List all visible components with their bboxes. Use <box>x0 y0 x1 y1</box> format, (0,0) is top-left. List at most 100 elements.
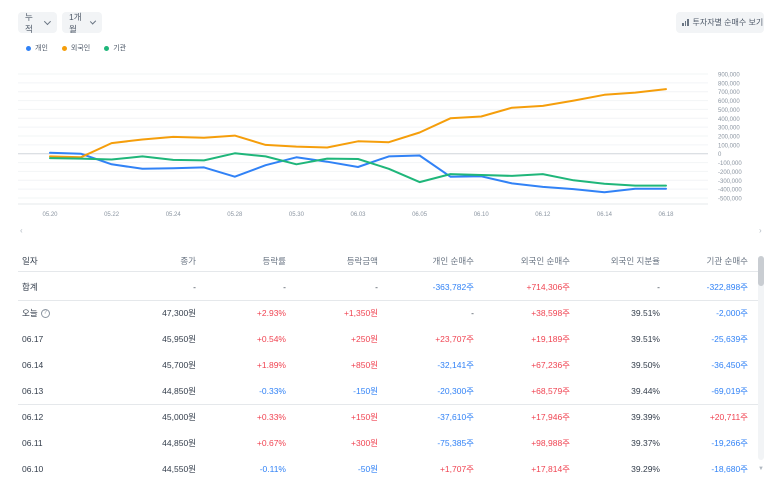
scroll-right-icon[interactable]: › <box>759 226 762 235</box>
scroll-left-icon[interactable]: ‹ <box>20 226 23 235</box>
y-tick-label: 400,000 <box>718 117 740 123</box>
investor-net-buy-button[interactable]: 투자자별 순매수 보기 <box>676 12 764 33</box>
legend-item-foreign: 외국인 <box>61 43 90 53</box>
header-change-amount: 등락금액 <box>346 256 378 266</box>
change-rate-cell: - <box>283 282 286 292</box>
date-label: 06.11 <box>22 438 43 448</box>
x-tick-label: 06.18 <box>658 212 674 218</box>
change-amount-cell: +300원 <box>351 438 378 448</box>
close-cell: 44,550원 <box>162 464 196 474</box>
legend-dot-icon <box>61 45 67 51</box>
individual-net-cell: +1,707주 <box>439 464 474 474</box>
table-scrollbar-thumb[interactable] <box>758 256 764 286</box>
x-tick-label: 06.03 <box>350 212 366 218</box>
table-row: 오늘? 47,300원 +2.93% +1,350원 - +38,598주 39.51% -2… <box>0 300 773 326</box>
header-divider <box>18 271 763 272</box>
total-divider <box>18 300 763 301</box>
y-tick-label: -400,000 <box>718 188 742 194</box>
foreign-net-cell: +17,814주 <box>531 464 570 474</box>
x-tick-label: 06.12 <box>535 212 551 218</box>
date-label: 06.10 <box>22 464 44 474</box>
x-tick-label: 05.24 <box>166 212 182 218</box>
change-rate-cell: +2.93% <box>256 308 286 318</box>
y-tick-label: -500,000 <box>718 197 742 203</box>
header-foreign-net: 외국인 순매수 <box>520 256 570 266</box>
legend-label: 기관 <box>113 45 127 52</box>
date-label: 06.17 <box>22 334 44 344</box>
table-row: 06.13 44,850원 -0.33% -150원 -20,300주 +68,579주 3… <box>0 378 773 404</box>
institution-net-cell: -36,450주 <box>711 360 748 370</box>
chevron-down-icon <box>89 17 97 25</box>
change-amount-cell: -150원 <box>353 386 378 396</box>
chevron-down-icon <box>44 17 52 25</box>
legend-item-individual: 개인 <box>26 43 48 53</box>
y-tick-label: 500,000 <box>718 108 740 114</box>
individual-net-cell: -363,782주 <box>432 282 474 292</box>
header-individual-net: 개인 순매수 <box>432 256 474 266</box>
change-rate-cell: -0.11% <box>259 464 286 474</box>
date-label: 06.13 <box>22 386 44 396</box>
individual-net-cell: -75,385주 <box>437 438 474 448</box>
date-cell: 06.17 <box>22 326 43 352</box>
table-row: 06.17 45,950원 +0.54% +250원 +23,707주 +19,189주 3… <box>0 326 773 352</box>
period-dropdown[interactable]: 누적 <box>18 11 57 34</box>
date-cell: 합계 <box>22 274 38 300</box>
series-line <box>49 152 667 187</box>
help-icon[interactable]: ? <box>40 309 50 319</box>
institution-net-cell: -322,898주 <box>706 282 748 292</box>
legend-label: 개인 <box>35 45 48 52</box>
x-tick-label: 05.22 <box>104 212 120 218</box>
header-foreign-share: 외국인 지분율 <box>610 256 660 266</box>
y-tick-label: 700,000 <box>718 90 740 96</box>
header-close: 종가 <box>180 256 196 266</box>
x-tick-label: 06.14 <box>597 212 613 218</box>
table-scrollbar[interactable] <box>758 256 764 460</box>
change-amount-cell: - <box>375 282 378 292</box>
scroll-down-icon[interactable]: ▼ <box>758 466 764 472</box>
change-amount-cell: +150원 <box>351 412 378 422</box>
foreign-share-cell: 39.29% <box>631 464 660 474</box>
change-rate-cell: +0.67% <box>256 438 286 448</box>
period-dropdown-label: 누적 <box>25 11 33 34</box>
y-tick-label: 0 <box>718 152 722 158</box>
change-rate-cell: +0.33% <box>256 412 286 422</box>
legend-dot-icon <box>26 45 31 51</box>
bar-chart-icon <box>682 19 689 26</box>
y-tick-label: 300,000 <box>718 126 740 132</box>
x-tick-label: 05.30 <box>289 212 305 218</box>
close-cell: 44,850원 <box>162 386 196 396</box>
institution-net-cell: -2,000주 <box>716 308 748 318</box>
individual-net-cell: +23,707주 <box>435 334 474 344</box>
range-dropdown-label: 1개월 <box>69 11 82 34</box>
header-date: 일자 <box>22 256 38 266</box>
close-cell: - <box>193 282 196 292</box>
change-amount-cell: +250원 <box>351 334 378 344</box>
foreign-net-cell: +19,189주 <box>531 334 570 344</box>
x-tick-label: 05.28 <box>227 212 243 218</box>
change-amount-cell: -50원 <box>357 464 378 474</box>
individual-net-cell: -20,300주 <box>437 386 474 396</box>
institution-net-cell: -69,019주 <box>711 386 748 396</box>
y-tick-label: 900,000 <box>718 73 740 79</box>
change-rate-cell: +1.89% <box>256 360 286 370</box>
date-label: 오늘 <box>22 308 38 318</box>
net-buy-line-chart: 900,000 800,000 700,000 600,000 500,000 400,0… <box>18 73 742 218</box>
foreign-net-cell: +38,598주 <box>531 308 570 318</box>
series-line <box>49 151 667 194</box>
date-cell: 오늘? <box>22 300 50 326</box>
close-cell: 45,950원 <box>162 334 196 344</box>
y-tick-label: 600,000 <box>718 99 740 105</box>
week-divider <box>18 404 763 405</box>
individual-net-cell: -37,610주 <box>437 412 474 422</box>
foreign-net-cell: +714,306주 <box>526 282 570 292</box>
change-amount-cell: +1,350원 <box>343 308 378 318</box>
range-dropdown[interactable]: 1개월 <box>62 11 102 34</box>
table-row: 합계 - - - -363,782주 +714,306주 - -322,898주 <box>0 274 773 300</box>
toolbar: 누적 1개월 투자자별 순매수 보기 <box>0 0 773 40</box>
y-tick-label: -200,000 <box>718 170 742 176</box>
institution-net-cell: -19,266주 <box>711 438 748 448</box>
x-tick-label: 06.05 <box>412 212 428 218</box>
foreign-net-cell: +68,579주 <box>531 386 570 396</box>
close-cell: 45,700원 <box>162 360 196 370</box>
y-tick-label: -300,000 <box>718 179 742 185</box>
